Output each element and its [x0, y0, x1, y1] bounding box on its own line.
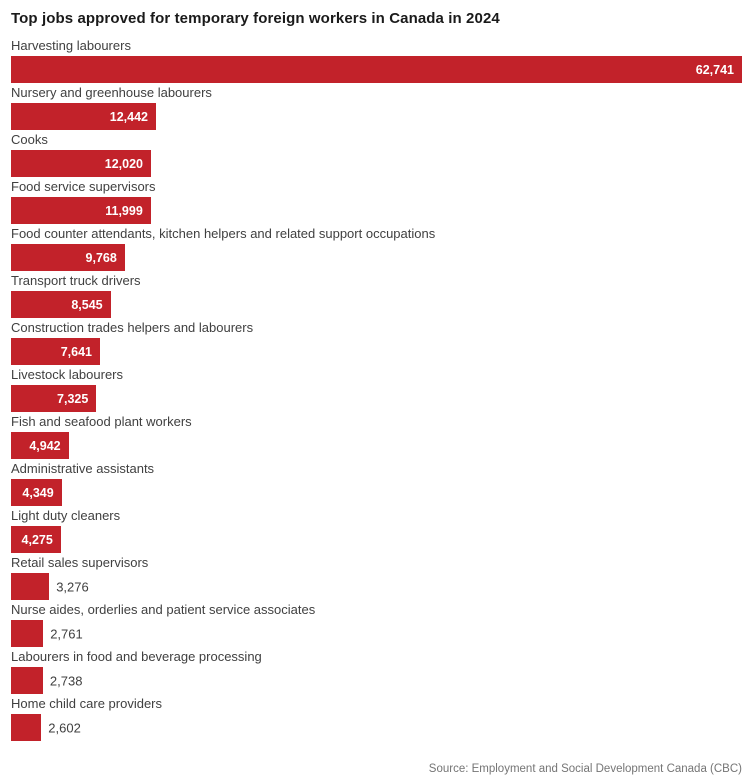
source-attribution: Source: Employment and Social Developmen…: [428, 763, 742, 775]
bar-value-label: 2,738: [49, 673, 83, 688]
bar-row: 4,942: [11, 432, 742, 459]
bar-category-label: Harvesting labourers: [11, 38, 131, 53]
bar-category-label: Cooks: [11, 132, 48, 147]
bar-category-label: Livestock labourers: [11, 367, 123, 382]
bar-category-label: Food service supervisors: [11, 179, 156, 194]
bar-row: 4,349: [11, 479, 742, 506]
bar: 11,999: [11, 197, 151, 224]
bar-row: 2,602: [11, 714, 742, 741]
bar: 12,442: [11, 103, 156, 130]
bar: 12,020: [11, 150, 151, 177]
bar: 62,741: [11, 56, 742, 83]
bar-row: 62,741: [11, 56, 742, 83]
bar: [11, 573, 50, 600]
bar-category-label: Transport truck drivers: [11, 273, 141, 288]
bar-value-label: 8,545: [71, 297, 103, 312]
bar-row: 12,020: [11, 150, 742, 177]
bar-category-label: Fish and seafood plant workers: [11, 414, 192, 429]
bar-value-label: 2,602: [48, 720, 81, 735]
bar-value-label: 12,020: [104, 156, 143, 171]
bar-row: 8,545: [11, 291, 742, 318]
bar-value-label: 11,999: [105, 203, 143, 218]
bar-value-label: 7,641: [60, 344, 92, 359]
bar: [11, 667, 43, 694]
bar-value-label: 2,761: [50, 626, 83, 641]
bar-category-label: Labourers in food and beverage processin…: [11, 649, 262, 664]
bar-row: 12,442: [11, 103, 742, 130]
bar-row: 11,999: [11, 197, 742, 224]
bar-category-label: Food counter attendants, kitchen helpers…: [11, 226, 436, 241]
bar-chart: Harvesting labourers 62,741 Nursery and gr…: [11, 38, 742, 741]
bar: 4,942: [11, 432, 69, 459]
bar-value-label: 4,349: [22, 485, 54, 500]
bar-category-label: Administrative assistants: [11, 461, 155, 476]
chart-title: Top jobs approved for temporary foreign …: [11, 10, 500, 27]
bar-value-label: 4,275: [21, 532, 53, 547]
bar-row: 7,641: [11, 338, 742, 365]
bar: 7,641: [11, 338, 100, 365]
bar-value-label: 3,276: [56, 579, 89, 594]
bar-category-label: Light duty cleaners: [11, 508, 121, 523]
bar-value-label: 7,325: [57, 391, 89, 406]
bar-category-label: Retail sales supervisors: [11, 555, 149, 570]
bar-value-label: 12,442: [109, 109, 148, 124]
bar-row: 7,325: [11, 385, 742, 412]
bar-value-label: 9,768: [85, 250, 117, 265]
bar: 4,275: [11, 526, 61, 553]
bar-category-label: Nurse aides, orderlies and patient servi…: [11, 602, 316, 617]
bar-row: 2,761: [11, 620, 742, 647]
bar-category-label: Construction trades helpers and labourer…: [11, 320, 254, 335]
bar: [11, 714, 42, 741]
bar-value-label: 4,942: [29, 438, 61, 453]
bar-value-label: 62,741: [695, 62, 734, 77]
bar: 7,325: [11, 385, 97, 412]
bar-row: 9,768: [11, 244, 742, 271]
bar: 8,545: [11, 291, 111, 318]
bar-category-label: Home child care providers: [11, 696, 163, 711]
bar-category-label: Nursery and greenhouse labourers: [11, 85, 212, 100]
bar: 4,349: [11, 479, 62, 506]
bar: 9,768: [11, 244, 125, 271]
bar-row: 4,275: [11, 526, 742, 553]
bar: [11, 620, 44, 647]
bar-row: 2,738: [11, 667, 742, 694]
bar-row: 3,276: [11, 573, 742, 600]
